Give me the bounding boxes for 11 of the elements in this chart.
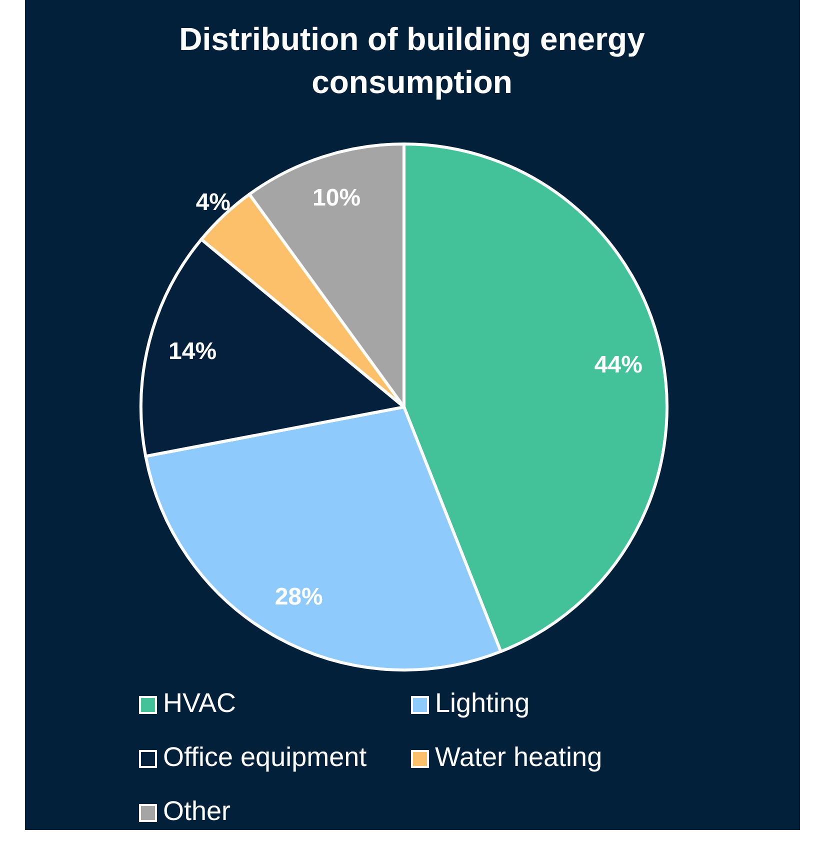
- data-label: 10%: [312, 184, 361, 212]
- data-label: 14%: [168, 338, 217, 366]
- data-label: 44%: [594, 351, 642, 378]
- legend-label: Office equipment: [163, 742, 368, 772]
- data-label: 28%: [274, 584, 323, 611]
- legend-label: HVAC: [163, 688, 236, 718]
- data-label: 4%: [196, 189, 231, 216]
- chart-title: Distribution of building energy consumption: [179, 21, 646, 100]
- legend-label: Water heating: [435, 742, 602, 772]
- legend-label: Other: [163, 796, 231, 826]
- legend-label: Lighting: [435, 688, 530, 718]
